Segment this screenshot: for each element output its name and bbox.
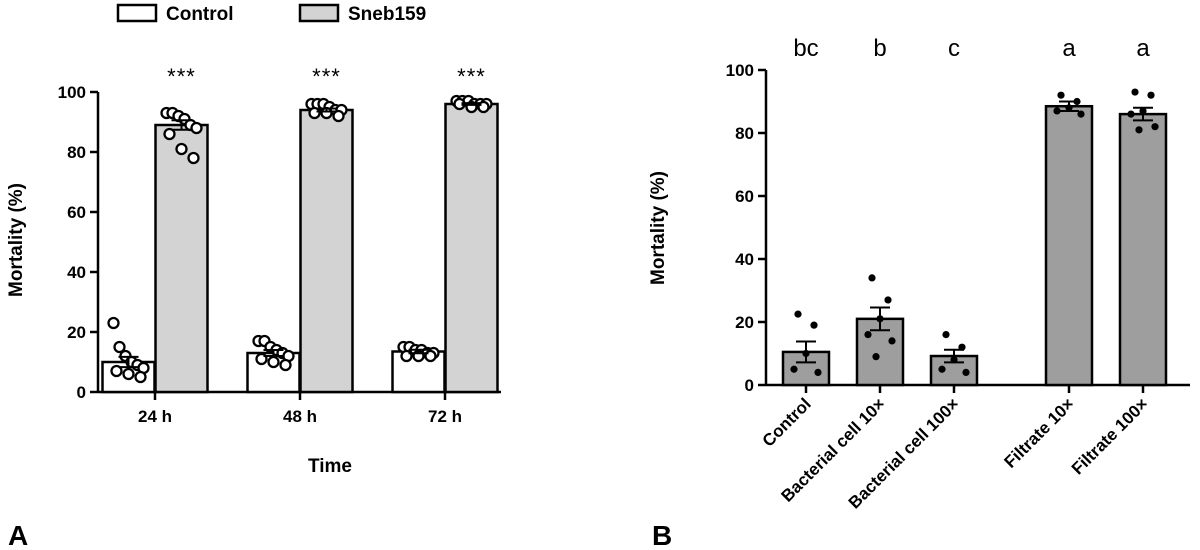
y-axis-label: Mortality (%)	[648, 171, 669, 285]
data-point	[190, 121, 203, 135]
significance-annotations: *** *** ***	[167, 64, 486, 89]
data-point	[868, 274, 876, 282]
bar-sneb159	[299, 108, 354, 394]
data-point	[938, 365, 946, 373]
bar	[1118, 112, 1168, 387]
group-letter: a	[1062, 35, 1076, 62]
y-tick-label: 0	[745, 376, 754, 395]
significance-stars: ***	[457, 64, 486, 89]
data-point	[175, 142, 188, 156]
group-letter: bc	[793, 35, 818, 62]
data-point	[279, 358, 292, 372]
data-point	[810, 321, 818, 329]
bars	[781, 104, 1168, 387]
data-point	[163, 127, 176, 141]
data-point	[110, 364, 123, 378]
x-tick-label: Control	[759, 394, 815, 450]
data-point	[942, 331, 950, 339]
y-tick-label: 100	[726, 61, 754, 80]
x-tick-label: 48 h	[283, 407, 317, 426]
legend-swatch-sneb159	[298, 3, 340, 23]
data-point	[888, 337, 896, 345]
data-point	[872, 353, 880, 361]
x-tick-label: Filtrate 10×	[1001, 394, 1078, 471]
x-tick-label: 24 h	[138, 407, 172, 426]
data-point	[187, 151, 200, 165]
group-letter: a	[1136, 35, 1150, 62]
y-tick-label: 20	[735, 313, 754, 332]
y-tick-label: 80	[735, 124, 754, 143]
x-tick-label: Filtrate 100×	[1068, 394, 1152, 478]
data-point	[134, 370, 147, 384]
data-point	[794, 310, 802, 318]
y-tick-label: 60	[67, 203, 86, 222]
y-tick-label: 20	[67, 323, 86, 342]
bar	[1044, 104, 1094, 387]
data-point	[864, 331, 872, 339]
data-point	[122, 367, 135, 381]
legend-label: Sneb159	[348, 4, 426, 25]
data-point	[1127, 110, 1135, 118]
error-bars	[118, 102, 482, 369]
data-point	[962, 368, 970, 376]
y-tick-label: 60	[735, 187, 754, 206]
data-point	[332, 109, 345, 123]
x-axis-label: Time	[308, 456, 352, 477]
data-point	[107, 316, 120, 330]
panel-a: A Control Sneb159 0 20 40 60 80 100 *** *** *** …	[6, 3, 501, 550]
bar-sneb159	[444, 102, 499, 394]
group-letter: b	[873, 35, 886, 62]
y-tick-label: 80	[67, 143, 86, 162]
data-point	[113, 340, 126, 354]
x-tick-label: 72 h	[428, 407, 462, 426]
error-bars	[796, 100, 1153, 364]
panel-b-letter: B	[652, 520, 672, 550]
legend: Control Sneb159	[116, 3, 426, 25]
legend-swatch-control	[116, 3, 158, 23]
data-point	[1147, 91, 1155, 99]
data-point	[814, 368, 822, 376]
y-tick-label: 40	[67, 263, 86, 282]
data-point	[1131, 88, 1139, 96]
data-point	[1077, 110, 1085, 118]
legend-label: Control	[166, 4, 234, 25]
data-points	[790, 88, 1159, 376]
x-tick-labels: 24 h 48 h 72 h	[138, 392, 462, 426]
significance-stars: ***	[167, 64, 196, 89]
y-tick-label: 0	[77, 383, 86, 402]
data-point	[1053, 107, 1061, 115]
data-point	[267, 355, 280, 369]
data-point	[1135, 126, 1143, 134]
group-letter: c	[948, 35, 960, 62]
data-point	[1057, 91, 1065, 99]
significance-stars: ***	[312, 64, 341, 89]
data-point	[1151, 123, 1159, 131]
data-point	[884, 296, 892, 304]
bar-sneb159	[154, 123, 209, 394]
panel-a-letter: A	[8, 520, 28, 550]
y-axis-label: Mortality (%)	[6, 183, 27, 297]
data-point	[790, 365, 798, 373]
y-tick-label: 100	[58, 83, 86, 102]
bars	[101, 102, 499, 394]
y-tick-label: 40	[735, 250, 754, 269]
group-letters: bc b c a a	[793, 35, 1150, 62]
